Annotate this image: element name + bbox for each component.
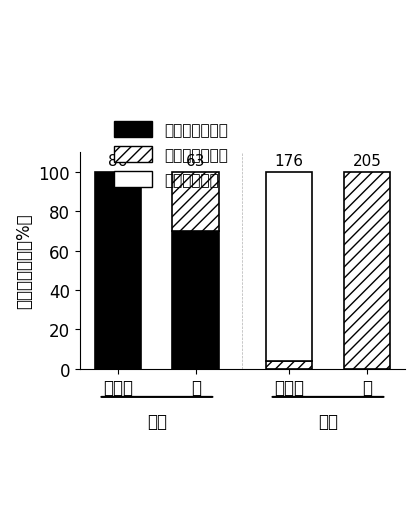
Text: 63: 63 <box>186 154 205 169</box>
Bar <box>344 173 390 369</box>
Text: 高温: 高温 <box>147 412 167 430</box>
Bar <box>173 232 219 369</box>
Legend: 飛翔して逃げる, その場に留まる, 落下し隠れる: 飛翔して逃げる, その場に留まる, 落下し隠れる <box>113 122 228 188</box>
Text: 低温: 低温 <box>318 412 338 430</box>
Text: 86: 86 <box>108 154 128 169</box>
Y-axis label: バッタの割合（%）: バッタの割合（%） <box>15 213 33 309</box>
Text: 176: 176 <box>275 154 304 169</box>
Bar <box>173 173 219 232</box>
Bar <box>266 361 312 369</box>
Bar <box>266 173 312 361</box>
Bar <box>94 173 142 369</box>
Text: 205: 205 <box>352 154 381 169</box>
